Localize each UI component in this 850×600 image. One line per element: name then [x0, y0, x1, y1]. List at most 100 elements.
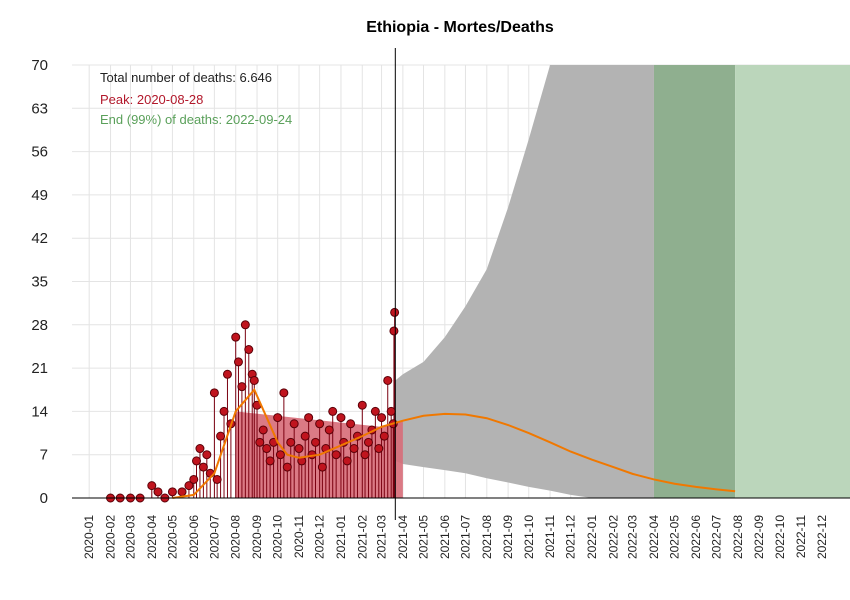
x-tick-label: 2021-04 [396, 515, 410, 559]
data-point [262, 444, 272, 454]
prediction-band-area [395, 65, 654, 498]
x-tick-label: 2022-06 [689, 515, 703, 559]
data-point [349, 444, 359, 454]
data-point [383, 375, 393, 385]
data-point [147, 481, 157, 491]
chart-title: Ethiopia - Mortes/Deaths [366, 19, 554, 36]
annotation-end: End (99%) of deaths: 2022-09-24 [100, 112, 292, 127]
data-point [311, 437, 321, 447]
data-point [286, 437, 296, 447]
data-point [216, 431, 226, 441]
y-tick-label: 56 [31, 144, 48, 161]
x-tick-label: 2020-09 [250, 515, 264, 559]
x-tick-label: 2020-08 [229, 515, 243, 559]
y-tick-label: 0 [40, 490, 48, 507]
x-tick-label: 2021-06 [438, 515, 452, 559]
x-tick-label: 2021-02 [355, 515, 369, 559]
data-point [192, 456, 202, 466]
y-tick-label: 70 [31, 57, 48, 74]
data-point [289, 419, 299, 429]
x-tick-label: 2021-09 [501, 515, 515, 559]
x-tick-label: 2021-07 [458, 515, 472, 559]
data-point [315, 419, 325, 429]
data-point [294, 444, 304, 454]
data-point [370, 406, 380, 416]
data-point [374, 444, 384, 454]
data-point [202, 450, 212, 460]
x-tick-label: 2022-11 [794, 515, 808, 558]
x-tick-label: 2020-02 [104, 515, 118, 559]
x-tick-label: 2020-04 [145, 515, 159, 559]
data-point [363, 437, 373, 447]
fitted-curve [172, 387, 736, 499]
data-point [233, 357, 243, 367]
x-tick-label: 2021-01 [334, 515, 348, 559]
data-point [317, 462, 327, 472]
y-tick-label: 21 [31, 360, 48, 377]
data-point [255, 437, 265, 447]
data-point [324, 425, 334, 435]
data-point [304, 413, 314, 423]
data-point [219, 406, 229, 416]
data-point [258, 425, 268, 435]
shaded-region [653, 65, 736, 498]
y-tick-label: 63 [31, 100, 48, 117]
x-tick-label: 2022-04 [647, 515, 661, 559]
x-tick-label: 2021-03 [375, 515, 389, 559]
data-point [244, 345, 254, 355]
shaded-region [735, 65, 850, 498]
annotation-peak: Peak: 2020-08-28 [100, 92, 203, 107]
annotation-total: Total number of deaths: 6.646 [100, 70, 272, 85]
data-point [282, 462, 292, 472]
x-tick-label: 2022-02 [606, 515, 620, 559]
data-point [231, 332, 241, 342]
data-point [328, 406, 338, 416]
x-tick-label: 2020-01 [82, 515, 96, 559]
data-point [198, 462, 208, 472]
x-tick-label: 2020-03 [123, 515, 137, 559]
y-tick-labels: 0 7 14 21 28 35 42 49 56 63 70 [31, 57, 48, 507]
data-point [153, 487, 163, 497]
y-tick-label: 42 [31, 230, 48, 247]
data-point [377, 413, 387, 423]
x-tick-label: 2021-08 [480, 515, 494, 559]
data-point [357, 400, 367, 410]
x-tick-label: 2022-01 [585, 515, 599, 559]
y-tick-label: 14 [31, 403, 48, 420]
x-tick-label: 2022-03 [626, 515, 640, 559]
data-point [237, 382, 247, 392]
x-tick-label: 2022-07 [710, 515, 724, 559]
data-point [390, 307, 400, 317]
axes [72, 48, 850, 520]
data-point [212, 474, 222, 484]
data-point [249, 375, 259, 385]
data-point [184, 481, 194, 491]
data-point [342, 456, 352, 466]
y-tick-label: 7 [40, 447, 48, 464]
data-point [360, 450, 370, 460]
data-point [195, 444, 205, 454]
x-tick-label: 2020-10 [271, 515, 285, 559]
x-tick-label: 2020-07 [207, 515, 221, 559]
shaded-regions [653, 65, 850, 498]
data-point [189, 474, 199, 484]
data-point [336, 413, 346, 423]
data-point [346, 419, 356, 429]
data-point [275, 450, 285, 460]
data-point [279, 388, 289, 398]
x-tick-label: 2022-12 [815, 515, 829, 559]
x-tick-label: 2020-11 [292, 515, 306, 558]
y-tick-label: 49 [31, 187, 48, 204]
x-tick-label: 2022-08 [731, 515, 745, 559]
x-tick-labels: 2020-01 2020-02 2020-03 2020-04 2020-05 2020-… [82, 515, 829, 559]
data-point [379, 431, 389, 441]
data-point [240, 320, 250, 330]
x-tick-label: 2022-05 [668, 515, 682, 559]
data-point [222, 369, 232, 379]
data-point [167, 487, 177, 497]
x-tick-label: 2022-09 [752, 515, 766, 559]
x-tick-label: 2020-06 [187, 515, 201, 559]
fitted-curve-line [172, 387, 736, 499]
data-point [300, 431, 310, 441]
